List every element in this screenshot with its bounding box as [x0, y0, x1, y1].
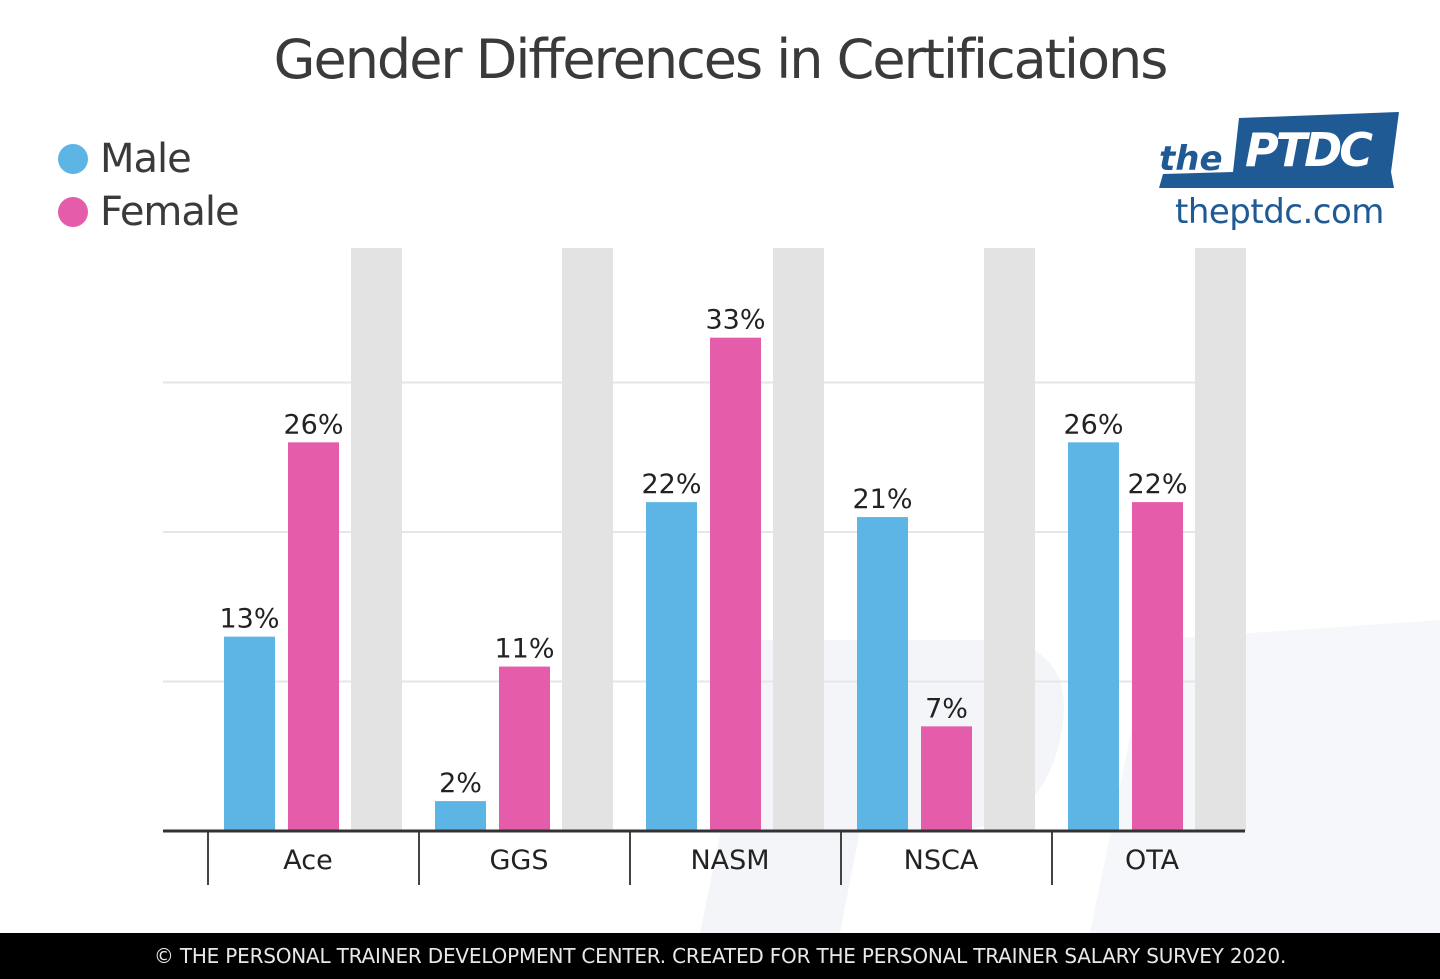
x-tick-label: GGS [490, 845, 549, 876]
chart-title: Gender Differences in Certifications [273, 28, 1169, 91]
bar-male-ace [224, 636, 275, 831]
data-label: 26% [283, 409, 343, 440]
footer-credit: © THE PERSONAL TRAINER DEVELOPMENT CENTE… [0, 933, 1440, 979]
bar-male-ota [1068, 442, 1119, 831]
background-bar [1195, 248, 1246, 831]
bar-female-nasm [710, 337, 761, 831]
bar-female-ace [288, 442, 339, 831]
background-bar [984, 248, 1035, 831]
bar-male-ggs [435, 801, 486, 831]
legend-item-female: Female [58, 189, 240, 235]
data-label: 2% [439, 768, 482, 799]
bar-male-nsca [857, 517, 908, 831]
data-label: 21% [852, 484, 912, 515]
bar-male-nasm [646, 502, 697, 831]
data-label: 7% [925, 693, 968, 724]
x-tick-label: OTA [1125, 845, 1180, 876]
background-bar [773, 248, 824, 831]
bar-female-nsca [921, 726, 972, 831]
bar-female-ota [1132, 502, 1183, 831]
ptdc-logo-mark: the PTDC [1159, 112, 1399, 188]
legend-swatch-female [58, 197, 88, 227]
logo-url: theptdc.com [1175, 192, 1384, 232]
data-label: 33% [705, 305, 765, 336]
x-tick-label: NSCA [904, 845, 979, 876]
data-label: 13% [219, 604, 279, 635]
ptdc-logo: the PTDC theptdc.com [1155, 110, 1400, 232]
logo-word-ptdc: PTDC [1245, 123, 1373, 177]
x-tick-label: NASM [690, 845, 769, 876]
bar-female-ggs [499, 666, 550, 831]
x-tick-label: Ace [283, 845, 332, 876]
background-bar [351, 248, 402, 831]
legend-swatch-male [58, 144, 88, 174]
background-bar [562, 248, 613, 831]
data-label: 11% [494, 634, 554, 665]
legend-label-female: Female [100, 189, 240, 235]
data-label: 22% [1127, 469, 1187, 500]
data-label: 22% [641, 469, 701, 500]
data-label: 26% [1063, 409, 1123, 440]
legend-label-male: Male [100, 136, 192, 182]
legend-item-male: Male [58, 136, 192, 182]
logo-word-the: the [1159, 139, 1223, 179]
bar-chart: 13%26%Ace2%11%GGS22%33%NASM21%7%NSCA26%2… [163, 248, 1246, 933]
